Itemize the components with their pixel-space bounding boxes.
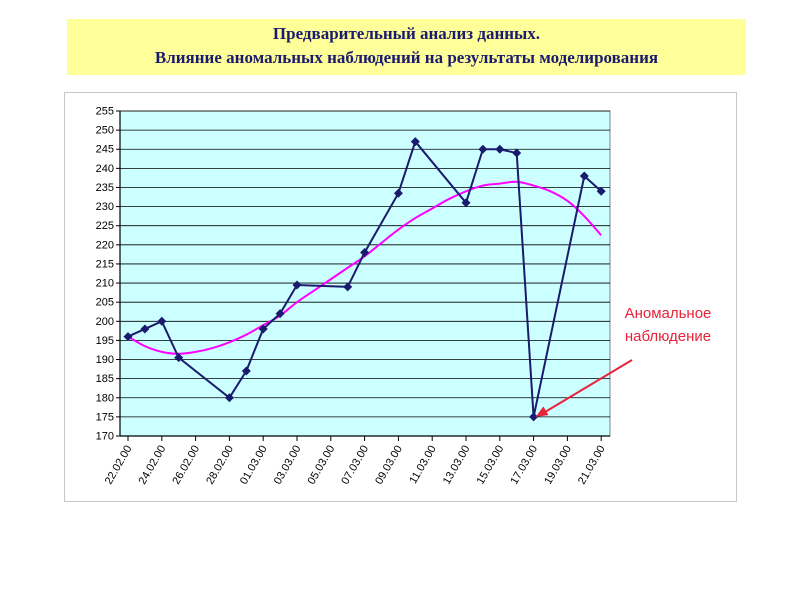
y-tick-label: 225	[96, 220, 114, 232]
y-tick-label: 175	[96, 411, 114, 423]
y-tick-label: 190	[96, 354, 114, 366]
x-tick-label: 19.03.00	[542, 444, 574, 487]
y-tick-label: 185	[96, 373, 114, 385]
data-point-marker	[157, 316, 167, 326]
x-tick-label: 26.02.00	[170, 444, 202, 487]
x-tick-label: 24.02.00	[137, 444, 169, 487]
data-point-marker	[123, 332, 133, 342]
data-point-marker	[478, 144, 488, 154]
data-point-marker	[393, 188, 403, 198]
plot-area	[119, 110, 611, 437]
x-tick-label: 11.03.00	[407, 444, 438, 486]
x-tick-label: 21.03.00	[576, 444, 608, 487]
data-point-marker	[275, 309, 285, 319]
data-point-marker	[343, 282, 353, 292]
y-tick-label: 170	[96, 431, 114, 443]
slide-title-box: Предварительный анализ данных. Влияние а…	[67, 19, 746, 75]
y-tick-label: 215	[96, 258, 114, 270]
annotation-arrowhead	[535, 406, 549, 417]
y-tick-label: 210	[96, 278, 114, 290]
y-tick-label: 230	[96, 201, 114, 213]
data-point-marker	[292, 280, 302, 290]
x-tick-label: 01.03.00	[238, 444, 270, 487]
x-tick-label: 17.03.00	[508, 444, 540, 487]
data-point-marker	[579, 171, 589, 181]
y-tick-label: 245	[96, 144, 114, 156]
data-point-marker	[512, 148, 522, 158]
data-point-marker	[495, 144, 505, 154]
data-point-marker	[224, 393, 234, 403]
y-tick-label: 235	[96, 182, 114, 194]
data-point-marker	[140, 324, 150, 334]
x-tick-label: 15.03.00	[475, 444, 507, 487]
annotation-label-line-1: Аномальное	[625, 305, 712, 322]
data-point-marker	[461, 198, 471, 208]
y-tick-label: 180	[96, 392, 114, 404]
y-tick-label: 205	[96, 297, 114, 309]
slide-title-line-1: Предварительный анализ данных.	[272, 24, 541, 43]
y-tick-label: 250	[96, 125, 114, 137]
data-point-marker	[360, 247, 370, 257]
x-tick-label: 09.03.00	[373, 444, 405, 487]
slide-title-line-2: Влияние аномальных наблюдений на результ…	[154, 48, 659, 67]
x-tick-label: 13.03.00	[441, 444, 473, 487]
data-point-marker	[410, 137, 420, 147]
data-point-marker	[174, 353, 184, 363]
data-point-marker	[529, 412, 539, 422]
data-point-marker	[258, 324, 268, 334]
x-tick-label: 07.03.00	[339, 444, 371, 487]
x-tick-label: 22.02.00	[103, 444, 135, 487]
data-point-marker	[241, 366, 251, 376]
y-tick-label: 195	[96, 335, 114, 347]
annotation-arrow-line	[543, 359, 633, 414]
x-tick-label: 03.03.00	[272, 444, 304, 487]
data-point-marker	[596, 186, 606, 196]
annotation-label-line-2: наблюдение	[625, 328, 711, 345]
y-tick-label: 255	[96, 106, 114, 118]
y-tick-label: 200	[96, 316, 114, 328]
x-tick-label: 28.02.00	[204, 444, 236, 487]
x-tick-label: 05.03.00	[306, 444, 338, 487]
y-tick-label: 240	[96, 163, 114, 175]
y-tick-label: 220	[96, 239, 114, 251]
